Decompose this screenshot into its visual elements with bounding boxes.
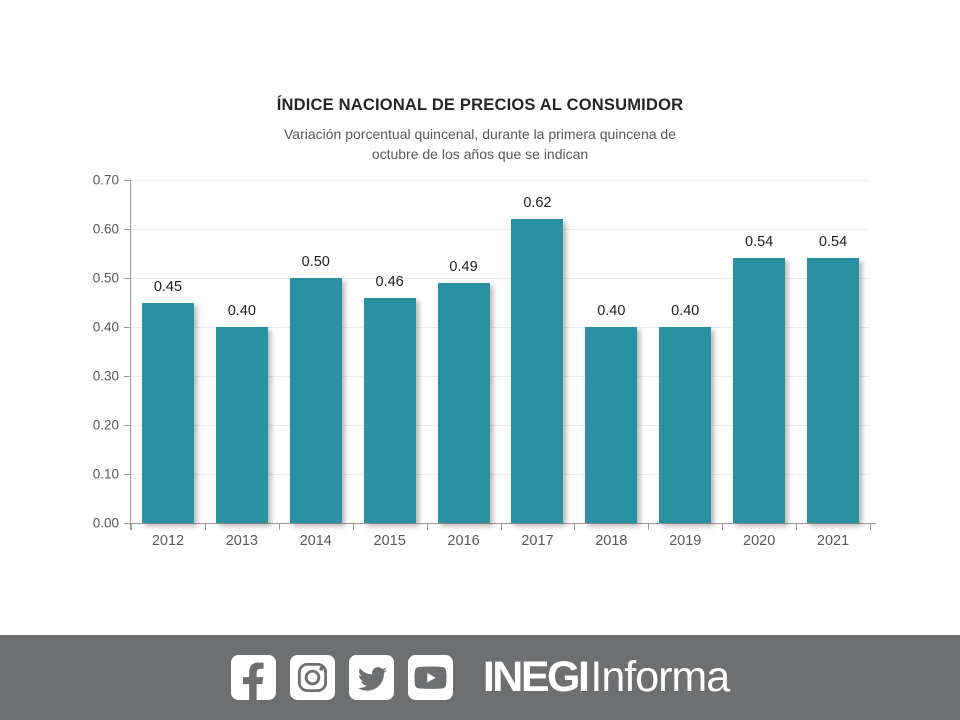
chart-subtitle-line2: octubre de los años que se indican: [371, 146, 589, 162]
x-axis-label: 2019: [669, 533, 702, 549]
y-axis-tick: [124, 425, 130, 426]
bar-value-label: 0.49: [449, 258, 478, 275]
bar-2021: [807, 258, 860, 523]
x-axis-label: 2013: [225, 533, 258, 549]
y-axis-label: 0.50: [92, 270, 119, 286]
bar-value-label: 0.54: [745, 234, 774, 251]
x-axis-label: 2018: [595, 533, 628, 549]
x-axis-tick: [352, 524, 354, 530]
gridline: [131, 474, 870, 475]
x-axis-label: 2016: [447, 533, 480, 549]
y-axis-tick: [124, 376, 130, 377]
y-axis-label: 0.10: [92, 466, 119, 482]
gridline: [131, 180, 870, 181]
bar-2015: [363, 297, 416, 523]
x-axis-tick: [574, 524, 576, 530]
facebook-icon[interactable]: [230, 655, 276, 700]
y-axis-tick: [124, 229, 130, 230]
x-axis-tick: [870, 524, 871, 530]
bar-value-label: 0.45: [153, 278, 183, 295]
x-axis-tick: [131, 524, 132, 530]
bar-value-label: 0.46: [375, 273, 404, 290]
y-axis-label: 0.20: [92, 417, 119, 433]
y-axis-tick: [124, 180, 130, 181]
y-axis-label: 0.30: [92, 368, 119, 384]
y-axis-label: 0.70: [92, 172, 119, 188]
x-axis-label: 2014: [299, 533, 332, 549]
bar-2016: [437, 282, 490, 523]
chart-title: ÍNDICE NACIONAL DE PRECIOS AL CONSUMIDOR: [276, 96, 684, 114]
instagram-icon[interactable]: [289, 655, 335, 700]
bar-value-label: 0.62: [523, 195, 552, 212]
x-axis-line: [125, 523, 876, 524]
bar-value-label: 0.40: [597, 303, 626, 319]
x-axis-tick: [204, 524, 206, 530]
gridline: [131, 278, 870, 279]
chart-subtitle-line1: Variación porcentual quincenal, durante …: [284, 126, 676, 142]
x-axis-tick: [500, 524, 502, 530]
y-axis-tick: [124, 474, 130, 475]
bar-2014: [289, 278, 342, 523]
y-axis-tick: [124, 523, 130, 524]
x-axis-tick: [426, 524, 428, 530]
x-axis-tick: [278, 524, 280, 530]
y-axis-label: 0.40: [92, 319, 119, 335]
gridline: [131, 425, 870, 426]
inegi-logo-text: INEGI: [482, 653, 590, 701]
gridline: [131, 327, 870, 328]
youtube-icon[interactable]: [407, 655, 453, 700]
footer-content: INEGI Informa: [230, 653, 730, 701]
x-axis-tick: [722, 524, 724, 530]
bar-2020: [733, 258, 786, 523]
footer-banner: INEGI Informa: [0, 635, 960, 720]
y-axis-label: 0.00: [92, 515, 119, 531]
chart-subtitle: Variación porcentual quincenal, durante …: [0, 124, 960, 164]
bar-value-label: 0.40: [227, 303, 256, 319]
x-axis-tick: [648, 524, 650, 530]
twitter-icon[interactable]: [348, 655, 394, 700]
y-axis-label: 0.60: [92, 221, 119, 237]
bar-chart: 0.00 0.10 0.20 0.30 0.40 0.50 0.60 0.70 0.45 2012…: [93, 173, 876, 549]
bar-2018: [585, 327, 638, 523]
x-axis-label: 2012: [151, 533, 185, 549]
y-axis-line: [130, 180, 131, 530]
bar-2013: [215, 327, 268, 523]
x-axis-tick: [796, 524, 798, 530]
x-axis-label: 2021: [816, 533, 850, 549]
bar-2012: [141, 302, 194, 523]
bar-2017: [511, 219, 564, 523]
x-axis-label: 2020: [743, 533, 776, 549]
informa-logo-text: Informa: [590, 653, 730, 701]
y-axis-tick: [124, 278, 130, 279]
x-axis-label: 2017: [521, 533, 554, 549]
y-axis-tick: [124, 327, 130, 328]
gridline: [131, 229, 870, 230]
bar-value-label: 0.54: [818, 234, 848, 251]
x-axis-label: 2015: [373, 533, 406, 549]
bar-value-label: 0.50: [301, 254, 330, 270]
gridline: [131, 376, 870, 377]
bar-2019: [659, 327, 712, 523]
bar-value-label: 0.40: [671, 303, 700, 319]
inegi-informa-logo: INEGI Informa: [482, 653, 730, 701]
chart-header: ÍNDICE NACIONAL DE PRECIOS AL CONSUMIDOR…: [0, 96, 960, 164]
